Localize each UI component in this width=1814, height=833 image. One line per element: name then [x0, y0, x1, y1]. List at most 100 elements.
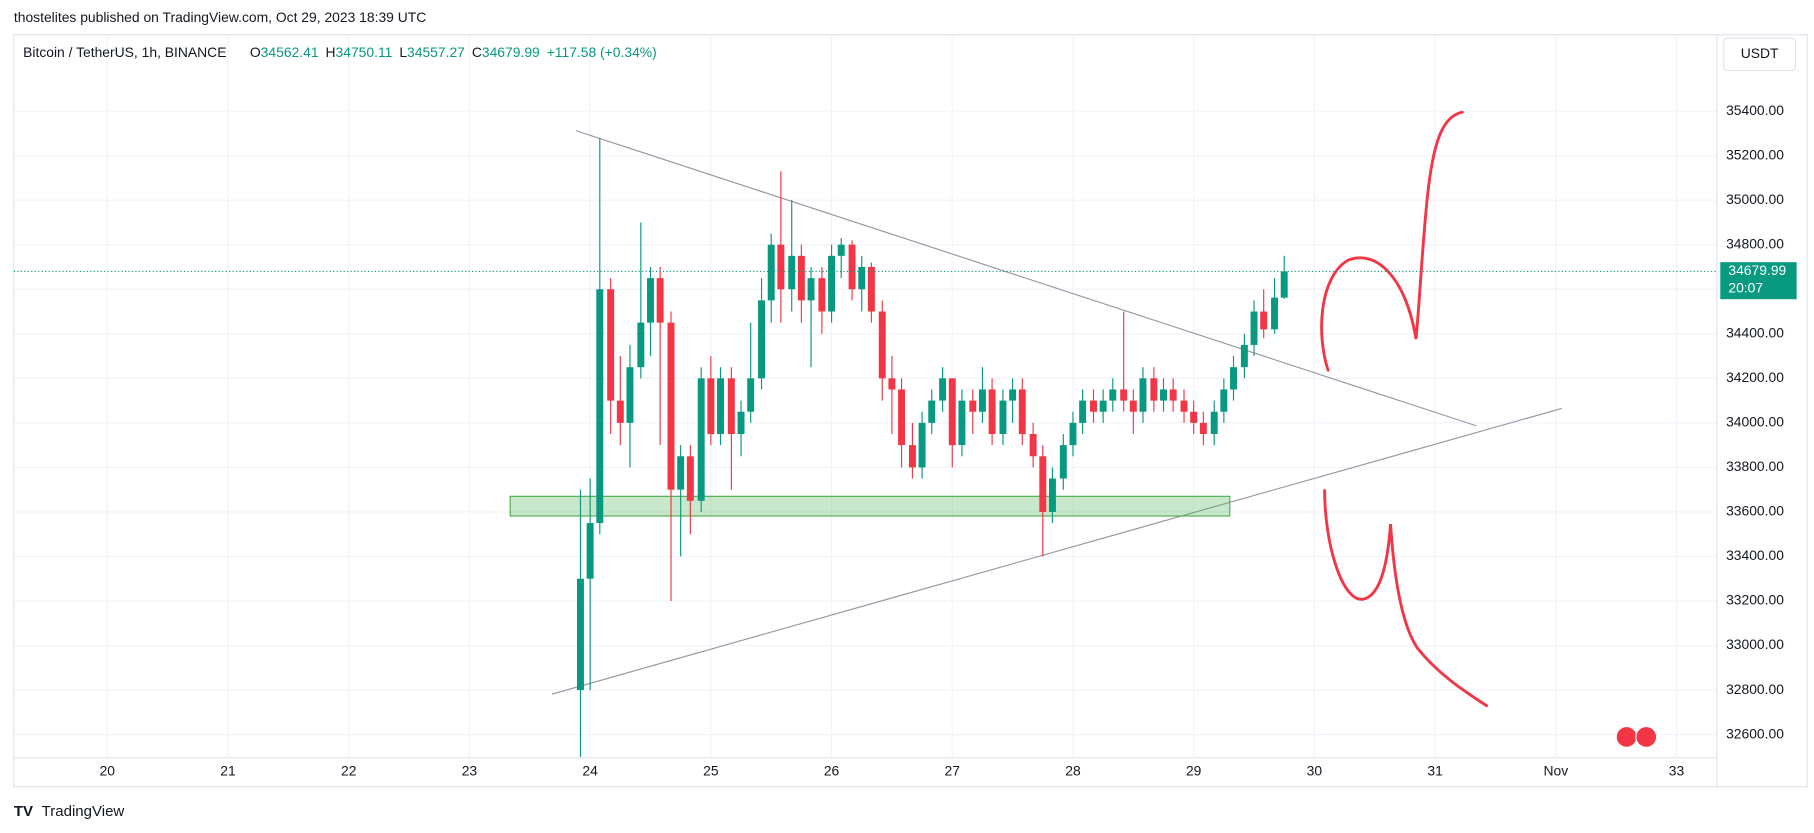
y-tick-label: 33200.00	[1726, 592, 1784, 608]
change-value: +117.58 (+0.34%)	[547, 44, 657, 60]
candle-body	[988, 389, 996, 434]
candle-body	[596, 289, 604, 524]
candle-body	[626, 367, 634, 423]
brand-logo: TV	[14, 803, 33, 820]
x-tick-label: 20	[100, 762, 116, 778]
ohlc-readout: O 34562.41 H 34750.11 L 34557.27 C 34679.99 +117…	[250, 44, 657, 60]
y-tick-label: 34200.00	[1726, 369, 1784, 385]
candle-body	[888, 378, 896, 390]
candle-body	[1190, 411, 1198, 423]
candle-body	[878, 311, 886, 379]
countdown-label: 20:07	[1728, 279, 1763, 295]
candle-body	[807, 278, 815, 301]
y-tick-label: 35000.00	[1726, 191, 1784, 207]
y-tick-label: 35400.00	[1726, 102, 1784, 118]
candle-body	[697, 378, 705, 501]
candle-body	[1069, 422, 1077, 446]
event-icon[interactable]	[1635, 725, 1658, 748]
legend: Bitcoin / TetherUS, 1h, BINANCE O 34562.4…	[23, 44, 657, 60]
candle-body	[948, 378, 956, 446]
candle-body	[978, 389, 986, 412]
x-tick-label: 29	[1186, 762, 1202, 778]
candle-body	[577, 578, 584, 691]
x-tick-label: 25	[703, 762, 719, 778]
candle-body	[908, 445, 916, 468]
candle-body	[637, 322, 645, 368]
candle-body	[788, 255, 796, 290]
candle-body	[1090, 400, 1097, 412]
trend-line	[551, 407, 1562, 695]
candle-body	[656, 278, 664, 323]
candle-body	[607, 289, 615, 401]
candles	[577, 137, 1288, 757]
ohlc-label: L	[399, 44, 407, 60]
candle-body	[1109, 389, 1117, 401]
hand-drawing	[1323, 489, 1489, 708]
candle-body	[1059, 445, 1067, 479]
candle-body	[958, 400, 966, 446]
candle-body	[898, 389, 906, 446]
ohlc-label: C	[472, 44, 482, 60]
candle-body	[1129, 400, 1137, 412]
ohlc-value: 34557.27	[407, 44, 465, 60]
candle-body	[727, 378, 735, 434]
y-tick-label: 34400.00	[1726, 324, 1784, 340]
candle-body	[758, 300, 766, 379]
x-tick-label: 23	[462, 762, 478, 778]
candle-body	[616, 400, 624, 423]
y-tick-label: 34800.00	[1726, 235, 1784, 251]
x-tick-label: 33	[1669, 762, 1685, 778]
y-tick-label: 32600.00	[1726, 725, 1784, 741]
currency-button[interactable]	[1723, 37, 1797, 72]
y-tick-label: 32800.00	[1726, 681, 1784, 697]
candle-body	[586, 523, 594, 579]
candle-body	[1169, 389, 1177, 401]
ohlc-value: 34750.11	[336, 44, 393, 60]
candle-body	[1099, 400, 1107, 412]
y-tick-label: 33800.00	[1726, 458, 1784, 474]
candle-body	[647, 278, 654, 323]
x-tick-label: 24	[582, 762, 598, 778]
candle-body	[1039, 456, 1047, 512]
x-tick-label: Nov	[1543, 762, 1568, 778]
y-tick-label: 33600.00	[1726, 503, 1784, 519]
chart-frame	[13, 34, 1808, 788]
y-tick-label: 33000.00	[1726, 636, 1784, 652]
candle-body	[828, 255, 836, 312]
candle-body	[1280, 271, 1288, 298]
candle-body	[1048, 478, 1056, 512]
y-tick-label: 35200.00	[1726, 146, 1784, 162]
ohlc-value: 34679.99	[482, 44, 540, 60]
ohlc-label: H	[326, 44, 336, 60]
candle-body	[1180, 400, 1188, 412]
candle-body	[969, 400, 977, 412]
candle-body	[1260, 311, 1268, 330]
ohlc-value: 34562.41	[261, 44, 319, 60]
x-tick-label: 28	[1065, 762, 1081, 778]
candle-body	[747, 378, 755, 412]
x-tick-label: 22	[341, 762, 357, 778]
candle-body	[939, 378, 947, 401]
candle-body	[717, 378, 724, 434]
candle-body	[1220, 389, 1228, 412]
candle-body	[848, 244, 856, 290]
symbol-title: Bitcoin / TetherUS, 1h, BINANCE	[23, 44, 226, 60]
last-price-tag	[1720, 262, 1797, 300]
candle-body	[867, 266, 875, 312]
candle-body	[677, 456, 685, 490]
candle-body	[686, 456, 694, 501]
candle-body	[858, 266, 866, 290]
candle-body	[797, 255, 805, 301]
candle-body	[1009, 389, 1017, 401]
candle-body	[1160, 389, 1167, 401]
candle-body	[707, 378, 715, 434]
event-icon[interactable]	[1615, 725, 1638, 748]
candle-body	[767, 244, 775, 301]
x-tick-label: 30	[1307, 762, 1323, 778]
candle-body	[1120, 389, 1128, 401]
candle-body	[1150, 378, 1158, 401]
x-tick-label: 26	[824, 762, 840, 778]
last-price-label: 34679.99	[1728, 262, 1786, 278]
hand-drawing	[1320, 110, 1464, 372]
